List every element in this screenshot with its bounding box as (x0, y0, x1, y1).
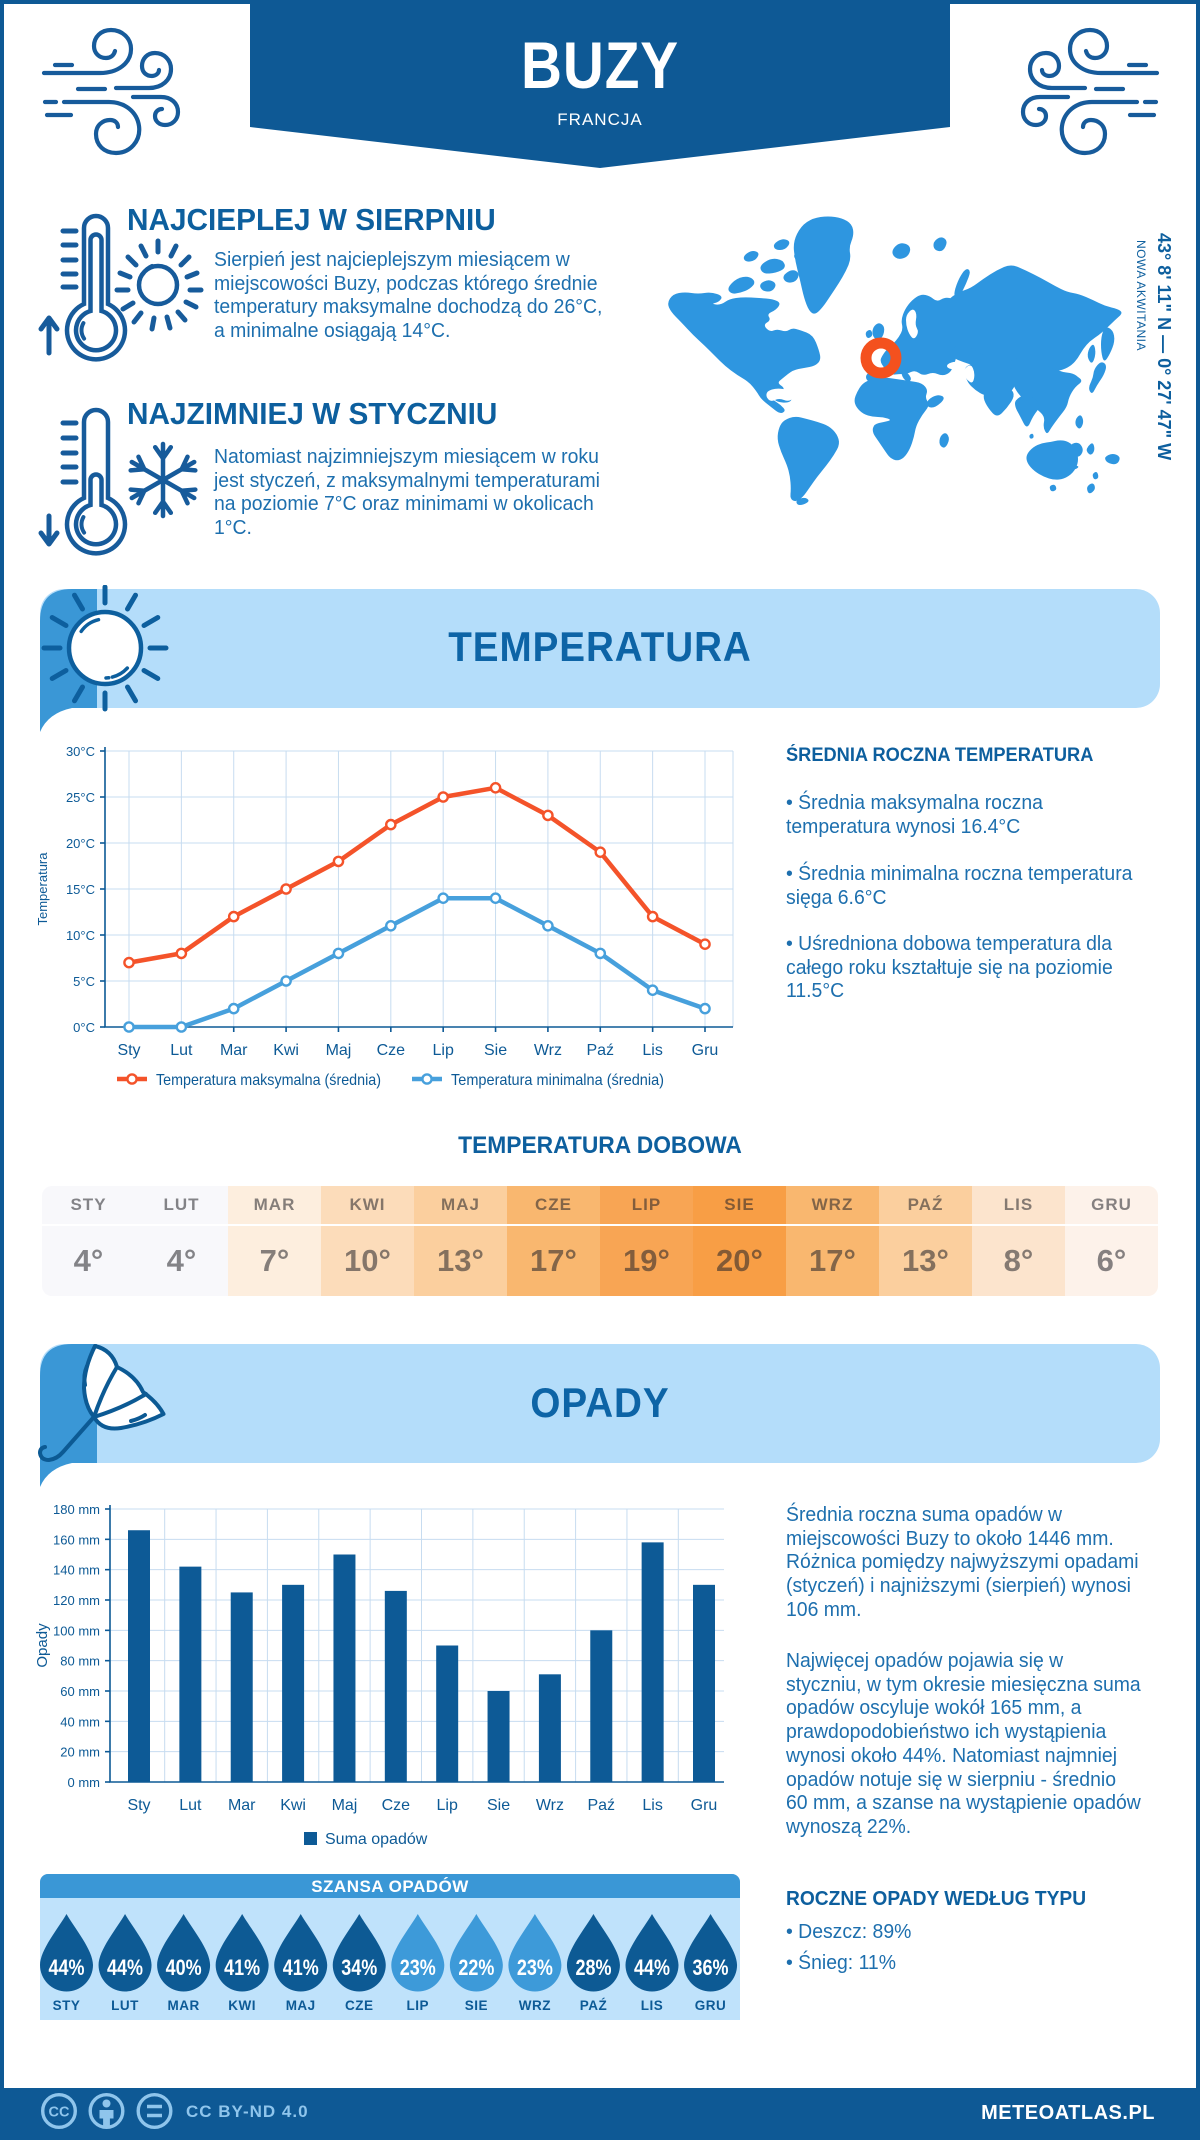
svg-text:Kwi: Kwi (273, 1042, 299, 1059)
svg-text:CZE: CZE (345, 1998, 374, 2013)
svg-text:MAJ: MAJ (286, 1998, 316, 2013)
svg-text:Mar: Mar (228, 1797, 256, 1814)
svg-text:Kwi: Kwi (280, 1797, 306, 1814)
svg-text:Temperatura minimalna (średnia: Temperatura minimalna (średnia) (451, 1072, 664, 1089)
svg-text:41%: 41% (283, 1955, 319, 1980)
svg-text:GRU: GRU (695, 1998, 727, 2013)
svg-text:Sty: Sty (117, 1042, 140, 1059)
svg-text:5°C: 5°C (73, 974, 95, 989)
svg-text:22%: 22% (458, 1955, 494, 1980)
svg-text:Cze: Cze (377, 1042, 406, 1059)
svg-text:20 mm: 20 mm (60, 1745, 100, 1760)
svg-text:Lut: Lut (170, 1042, 193, 1059)
svg-text:Gru: Gru (691, 1797, 718, 1814)
svg-text:WRZ: WRZ (519, 1998, 551, 2013)
svg-text:40%: 40% (166, 1955, 202, 1980)
svg-text:0 mm: 0 mm (68, 1775, 101, 1790)
svg-text:100 mm: 100 mm (53, 1623, 100, 1638)
svg-text:30°C: 30°C (66, 744, 95, 759)
svg-text:Lis: Lis (642, 1797, 662, 1814)
svg-text:LIS: LIS (641, 1998, 664, 2013)
svg-text:Paź: Paź (587, 1797, 615, 1814)
svg-text:36%: 36% (693, 1955, 729, 1980)
svg-text:15°C: 15°C (66, 882, 95, 897)
svg-text:Cze: Cze (382, 1797, 411, 1814)
svg-text:LUT: LUT (111, 1998, 139, 2013)
svg-text:180 mm: 180 mm (53, 1502, 100, 1517)
svg-text:40 mm: 40 mm (60, 1714, 100, 1729)
svg-text:KWI: KWI (228, 1998, 256, 2013)
svg-text:STY: STY (53, 1998, 81, 2013)
svg-text:Temperatura maksymalna (średni: Temperatura maksymalna (średnia) (156, 1072, 381, 1089)
svg-text:25°C: 25°C (66, 790, 95, 805)
svg-text:Lut: Lut (179, 1797, 202, 1814)
svg-text:44%: 44% (49, 1955, 85, 1980)
svg-text:160 mm: 160 mm (53, 1532, 100, 1547)
svg-text:Lis: Lis (642, 1042, 662, 1059)
svg-text:10°C: 10°C (66, 928, 95, 943)
svg-text:Gru: Gru (692, 1042, 719, 1059)
svg-text:Wrz: Wrz (536, 1797, 564, 1814)
svg-text:Lip: Lip (437, 1797, 458, 1814)
svg-text:Sty: Sty (127, 1797, 150, 1814)
svg-text:Paź: Paź (586, 1042, 614, 1059)
svg-text:41%: 41% (224, 1955, 260, 1980)
svg-text:60 mm: 60 mm (60, 1684, 100, 1699)
svg-text:28%: 28% (575, 1955, 611, 1980)
svg-text:LIP: LIP (407, 1998, 430, 2013)
svg-text:23%: 23% (517, 1955, 553, 1980)
svg-text:Temperatura: Temperatura (35, 852, 50, 926)
svg-text:Maj: Maj (326, 1042, 352, 1059)
svg-text:44%: 44% (107, 1955, 143, 1980)
svg-text:Maj: Maj (332, 1797, 358, 1814)
svg-text:0°C: 0°C (73, 1020, 95, 1035)
svg-text:Opady: Opady (34, 1623, 51, 1668)
svg-text:44%: 44% (634, 1955, 670, 1980)
svg-text:Sie: Sie (484, 1042, 507, 1059)
svg-text:Suma opadów: Suma opadów (325, 1831, 428, 1848)
svg-text:SZANSA OPADÓW: SZANSA OPADÓW (311, 1877, 469, 1896)
svg-text:140 mm: 140 mm (53, 1563, 100, 1578)
svg-text:Sie: Sie (487, 1797, 510, 1814)
svg-text:CC BY-ND 4.0: CC BY-ND 4.0 (186, 2102, 309, 2121)
svg-text:Lip: Lip (433, 1042, 454, 1059)
svg-text:SIE: SIE (465, 1998, 488, 2013)
svg-text:23%: 23% (400, 1955, 436, 1980)
svg-text:MAR: MAR (167, 1998, 199, 2013)
svg-text:34%: 34% (341, 1955, 377, 1980)
svg-text:20°C: 20°C (66, 836, 95, 851)
svg-text:CC: CC (49, 2105, 70, 2121)
svg-text:PAŹ: PAŹ (580, 1998, 608, 2013)
svg-text:Wrz: Wrz (534, 1042, 562, 1059)
svg-text:Mar: Mar (220, 1042, 248, 1059)
svg-text:120 mm: 120 mm (53, 1593, 100, 1608)
svg-text:80 mm: 80 mm (60, 1654, 100, 1669)
